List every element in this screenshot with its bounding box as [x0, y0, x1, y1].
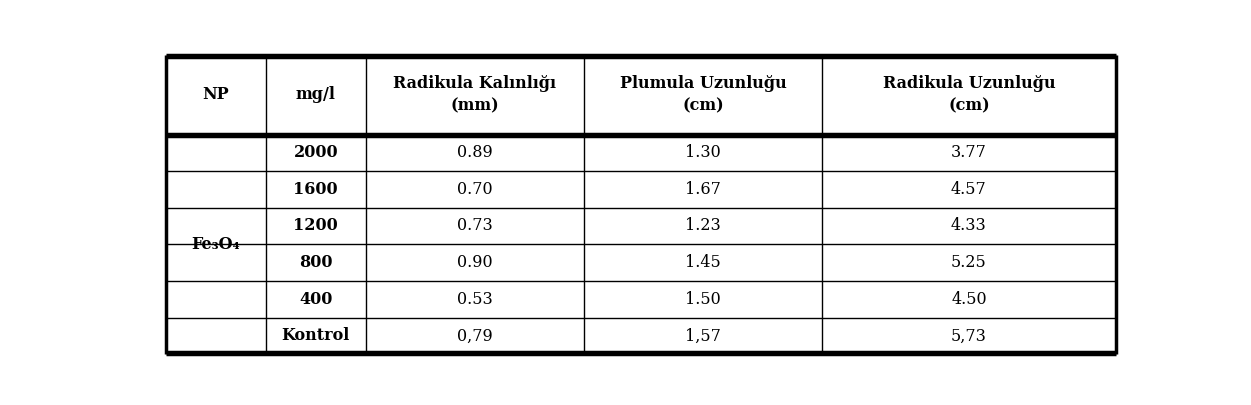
Text: NP: NP	[203, 86, 229, 103]
Text: 0.89: 0.89	[457, 144, 493, 161]
Text: 0.70: 0.70	[457, 181, 493, 198]
Text: mg/l: mg/l	[295, 86, 335, 103]
Text: 0,79: 0,79	[457, 327, 493, 344]
Text: 400: 400	[299, 291, 333, 308]
Text: 0.53: 0.53	[457, 291, 493, 308]
Text: 1.30: 1.30	[686, 144, 721, 161]
Text: 3.77: 3.77	[951, 144, 987, 161]
Text: 1,57: 1,57	[686, 327, 721, 344]
Text: 4.57: 4.57	[951, 181, 987, 198]
Text: 1200: 1200	[293, 217, 338, 234]
Text: 2000: 2000	[294, 144, 338, 161]
Text: 4.50: 4.50	[951, 291, 987, 308]
Text: Fe₃O₄: Fe₃O₄	[191, 236, 240, 253]
Text: 1.23: 1.23	[686, 217, 721, 234]
Text: Kontrol: Kontrol	[281, 327, 350, 344]
Text: 0.73: 0.73	[457, 217, 493, 234]
Text: 1.45: 1.45	[686, 254, 721, 271]
Text: 5.25: 5.25	[951, 254, 987, 271]
Text: Radikula Uzunluğu
(cm): Radikula Uzunluğu (cm)	[883, 75, 1056, 114]
Text: 5,73: 5,73	[951, 327, 987, 344]
Text: 1.67: 1.67	[686, 181, 721, 198]
Text: 800: 800	[299, 254, 333, 271]
Text: 0.90: 0.90	[457, 254, 493, 271]
Text: Plumula Uzunluğu
(cm): Plumula Uzunluğu (cm)	[619, 75, 787, 114]
Text: Radikula Kalınlığı
(mm): Radikula Kalınlığı (mm)	[393, 75, 557, 114]
Text: 4.33: 4.33	[951, 217, 987, 234]
Text: 1.50: 1.50	[686, 291, 721, 308]
Text: 1600: 1600	[294, 181, 338, 198]
